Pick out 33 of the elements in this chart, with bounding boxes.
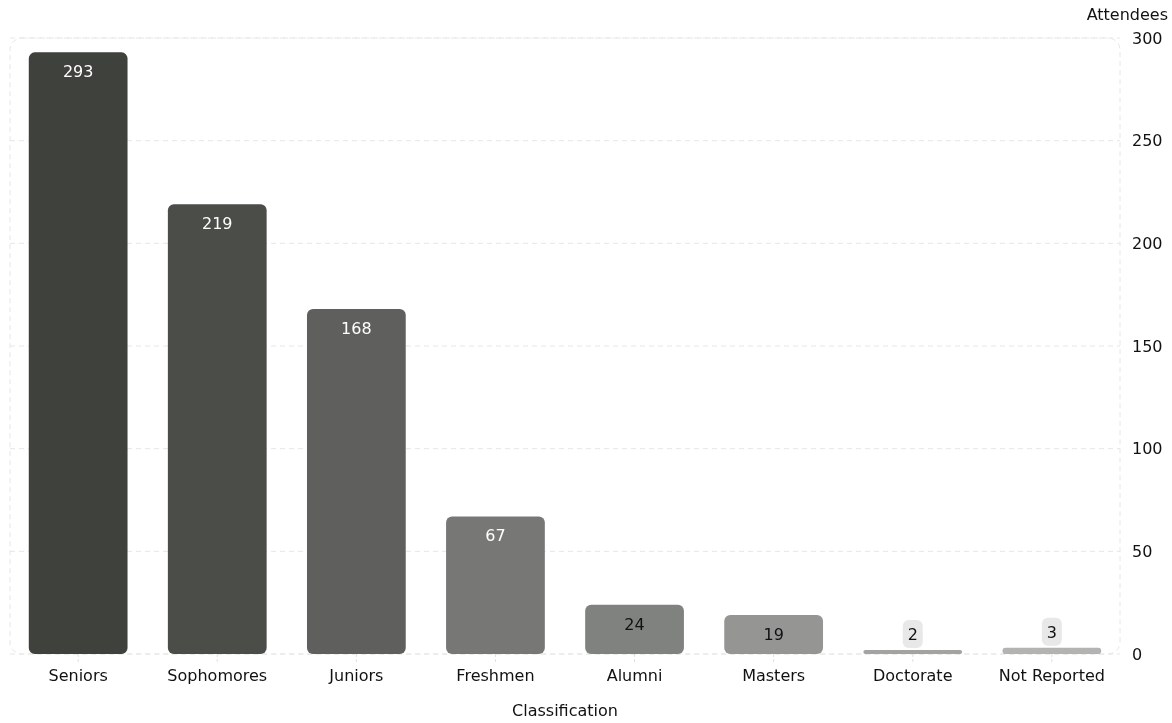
- data-label: 168: [341, 319, 372, 339]
- bar: [863, 649, 963, 654]
- data-label: 3: [1046, 622, 1057, 642]
- y-tick-label: 100: [1132, 439, 1163, 459]
- y-tick-label: 200: [1132, 233, 1163, 253]
- y-tick-label: 300: [1132, 28, 1163, 48]
- x-axis-title: Classification: [512, 701, 618, 720]
- bar: [167, 204, 267, 654]
- data-label: 19: [763, 624, 784, 644]
- bar: [446, 516, 545, 654]
- y-tick-label: 50: [1132, 541, 1153, 561]
- data-label: 24: [624, 614, 645, 634]
- x-tick-label: Alumni: [606, 666, 663, 686]
- data-label: 67: [485, 526, 506, 546]
- x-tick-label: Juniors: [328, 666, 384, 686]
- y-tick-label: 0: [1132, 644, 1143, 664]
- x-tick-label: Masters: [742, 666, 806, 686]
- bar: [306, 309, 406, 654]
- y-tick-label: 250: [1132, 131, 1163, 151]
- x-tick-label: Sophomores: [167, 666, 268, 686]
- data-label: 293: [62, 62, 94, 82]
- y-axis-title: Attendees: [1086, 5, 1168, 24]
- bar: [724, 614, 824, 654]
- bar: [28, 52, 128, 654]
- y-tick-label: 150: [1132, 336, 1163, 356]
- bar: [1002, 647, 1102, 654]
- x-tick-label: Freshmen: [456, 666, 535, 686]
- data-label: 2: [907, 624, 918, 644]
- bar: [585, 604, 684, 654]
- x-tick-label: Not Reported: [998, 666, 1105, 686]
- data-label: 219: [201, 214, 233, 234]
- x-tick-label: Doctorate: [873, 666, 953, 686]
- x-tick-label: Seniors: [48, 666, 108, 686]
